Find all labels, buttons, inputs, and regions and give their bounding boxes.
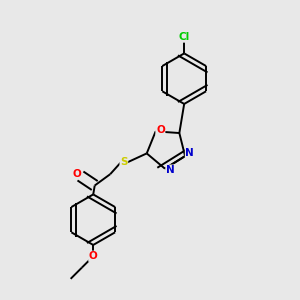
Text: O: O: [156, 124, 165, 135]
Text: N: N: [185, 148, 194, 158]
Text: Cl: Cl: [178, 32, 190, 42]
Text: O: O: [89, 251, 98, 261]
Text: S: S: [120, 157, 127, 167]
Text: O: O: [73, 169, 81, 178]
Text: N: N: [166, 165, 175, 175]
